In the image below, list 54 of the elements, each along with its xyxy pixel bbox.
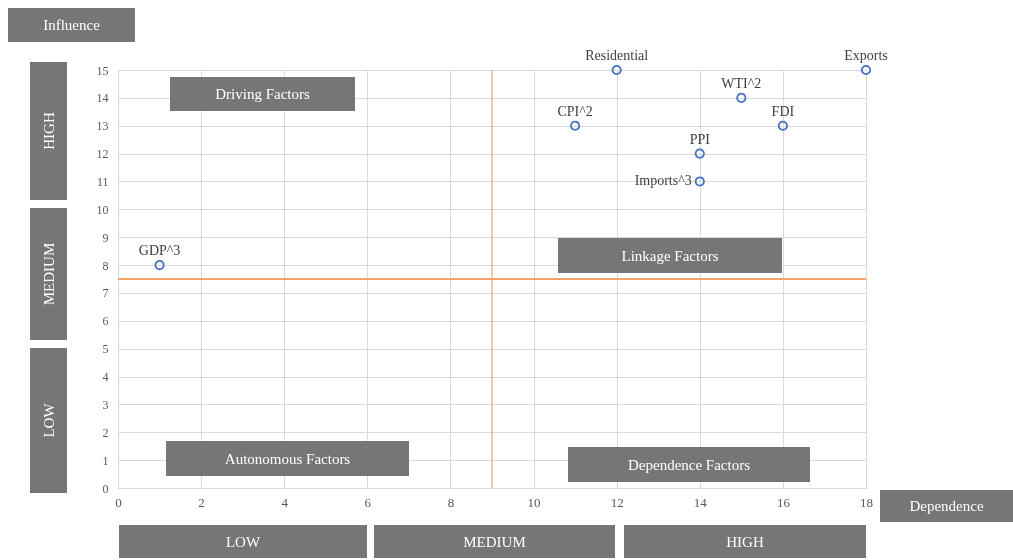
x-tick-label: 4 xyxy=(281,494,289,510)
y-tick-label: 1 xyxy=(102,453,109,468)
y-tick-label: 11 xyxy=(96,174,109,189)
y-tick-label: 8 xyxy=(102,258,109,273)
x-tick-label: 2 xyxy=(198,494,205,510)
y-tick-label: 10 xyxy=(96,202,109,217)
point xyxy=(611,64,622,76)
point xyxy=(860,64,872,76)
y-tick-label: 2 xyxy=(102,425,109,440)
annotation: Driving Factors xyxy=(215,86,310,102)
point xyxy=(154,259,165,271)
x-tick-label: 14 xyxy=(693,494,708,510)
x-tick-label: 12 xyxy=(610,494,624,510)
text: LOW xyxy=(225,533,261,550)
y-tick-label: 6 xyxy=(102,314,109,329)
text: MEDIUM xyxy=(463,533,526,550)
annotation: Exports xyxy=(844,48,888,63)
annotation: GDP^3 xyxy=(138,243,181,259)
y-tick-label: 9 xyxy=(102,230,109,245)
annotation: Autonomous Factors xyxy=(224,450,351,467)
text: LOW xyxy=(40,402,57,438)
x-tick-label: 8 xyxy=(447,494,455,510)
point xyxy=(694,176,705,187)
point xyxy=(570,120,581,131)
y-tick-label: 4 xyxy=(102,370,109,385)
x-tick-label: 16 xyxy=(776,494,791,510)
annotation: WTI^2 xyxy=(721,75,762,91)
text: HIGH xyxy=(40,112,57,150)
annotation: FDI xyxy=(771,103,795,119)
y-tick-label: 3 xyxy=(102,397,109,412)
annotation: Dependence Factors xyxy=(627,456,751,473)
annotation: CPI^2 xyxy=(557,103,593,119)
text: HIGH xyxy=(726,533,764,550)
text: MEDIUM xyxy=(40,242,57,306)
y-tick-label: 13 xyxy=(96,119,109,134)
x-tick-label: 18 xyxy=(860,494,873,510)
annotation: PPI xyxy=(689,131,711,147)
point xyxy=(736,92,747,103)
y-tick-label: 0 xyxy=(102,481,109,496)
y-tick-label: 5 xyxy=(102,342,109,357)
x-axis-title: Dependence xyxy=(909,498,984,514)
x-tick-label: 6 xyxy=(364,494,372,510)
point xyxy=(694,148,705,159)
annotation: Imports^3 xyxy=(634,173,692,189)
y-tick-label: 15 xyxy=(96,63,109,78)
y-tick-label: 12 xyxy=(96,147,109,162)
point xyxy=(777,120,788,131)
y-axis-title: Influence xyxy=(43,17,101,33)
annotation: Linkage Factors xyxy=(621,247,719,264)
annotation: Residential xyxy=(585,48,649,63)
x-tick-label: 10 xyxy=(527,494,541,510)
y-tick-label: 7 xyxy=(102,286,109,301)
y-tick-label: 14 xyxy=(96,91,109,106)
x-tick-label: 0 xyxy=(115,494,122,510)
